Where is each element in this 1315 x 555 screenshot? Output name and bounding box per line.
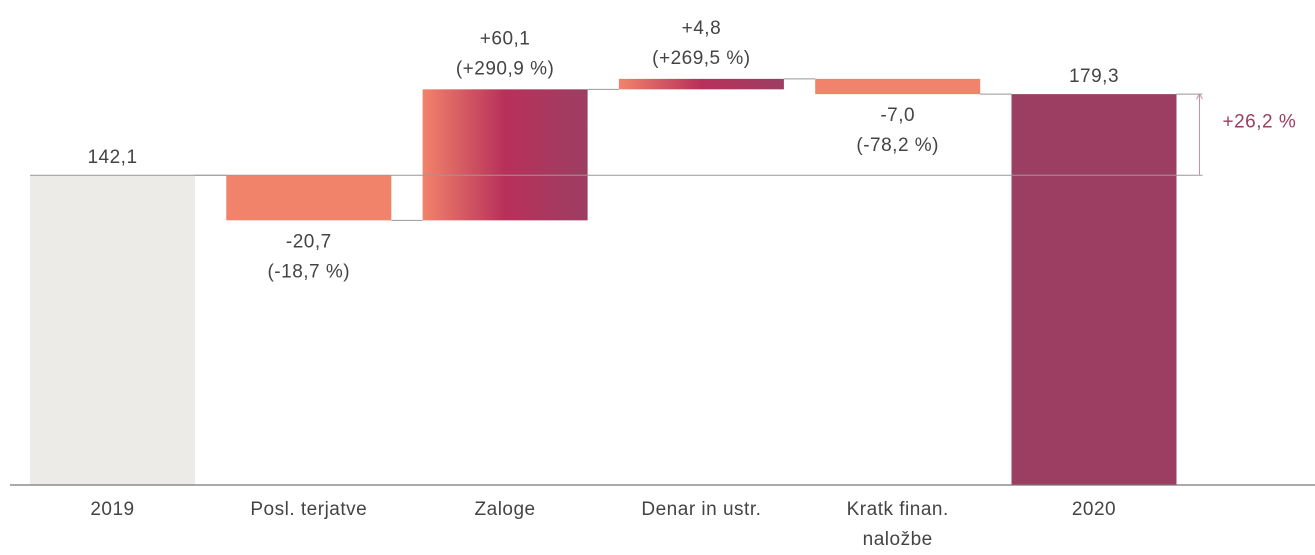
x-tick-label: Posl. terjatve bbox=[250, 499, 368, 520]
bar bbox=[30, 175, 195, 486]
annotation-arrow bbox=[1196, 93, 1203, 100]
bar bbox=[422, 89, 588, 221]
x-tick-label: Denar in ustr. bbox=[641, 499, 762, 520]
value-label: -20,7 bbox=[286, 231, 332, 252]
bar bbox=[1011, 94, 1177, 485]
annotation: +26,2 % bbox=[1223, 112, 1297, 133]
x-tick-label: 2019 bbox=[90, 499, 135, 520]
change-label: (-78,2 %) bbox=[856, 135, 939, 156]
bar bbox=[226, 175, 392, 221]
x-tick-label: Kratk finan. naložbe bbox=[846, 499, 949, 550]
value-label: -7,0 bbox=[880, 105, 915, 126]
bar bbox=[618, 78, 784, 90]
change-label: (-18,7 %) bbox=[267, 261, 350, 282]
change-label: (+290,9 %) bbox=[456, 58, 554, 79]
x-tick-label: Zaloge bbox=[474, 499, 536, 520]
change-label: (+269,5 %) bbox=[652, 48, 750, 69]
x-tick-label: 2020 bbox=[1071, 499, 1117, 520]
value-label: +4,8 bbox=[682, 18, 722, 39]
value-label: +60,1 bbox=[480, 28, 531, 49]
value-label: 142,1 bbox=[87, 147, 137, 168]
value-label: 179,3 bbox=[1069, 66, 1119, 87]
bar bbox=[815, 78, 981, 95]
